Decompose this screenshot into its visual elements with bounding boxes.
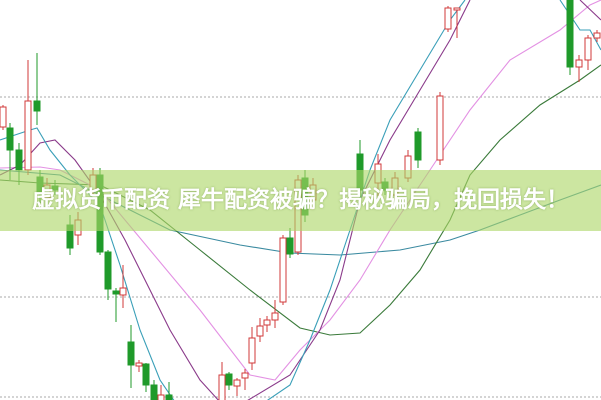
candle-body: [286, 237, 294, 255]
candle-body: [24, 100, 32, 171]
candle-body: [279, 237, 287, 303]
candle-body: [218, 374, 226, 400]
candle-body: [15, 149, 23, 171]
candle-body: [584, 37, 592, 61]
candle-body: [112, 290, 120, 295]
candle-body: [248, 337, 256, 364]
candle-body: [566, 0, 574, 68]
candle-body: [157, 394, 165, 400]
candle-body: [241, 372, 249, 379]
moving-average-line: [0, 0, 471, 400]
candle-body: [256, 325, 264, 337]
candle-body: [593, 32, 601, 39]
candle-body: [135, 362, 143, 367]
headline-text: 虚拟货币配资 犀牛配资被骗？揭秘骗局，挽回损失！: [31, 187, 569, 213]
candle-body: [453, 7, 461, 11]
candle-body: [444, 7, 452, 30]
candle-body: [414, 131, 422, 161]
candle-body: [33, 100, 41, 112]
candle-body: [150, 384, 158, 400]
candle-body: [233, 379, 241, 387]
candle-body: [6, 127, 14, 151]
candle-body: [436, 95, 444, 161]
candle-body: [575, 59, 583, 68]
moving-average-line: [0, 0, 466, 400]
candle-body: [263, 319, 271, 326]
candle-body: [165, 394, 173, 400]
candle-body: [142, 363, 150, 386]
candle-body: [271, 312, 279, 321]
candle-body: [0, 106, 7, 128]
candle-body: [119, 287, 127, 296]
candle-body: [104, 251, 112, 290]
candle-body: [225, 373, 233, 386]
candle-body: [127, 341, 135, 366]
headline-banner: [0, 170, 601, 231]
moving-average-line: [579, 0, 601, 21]
